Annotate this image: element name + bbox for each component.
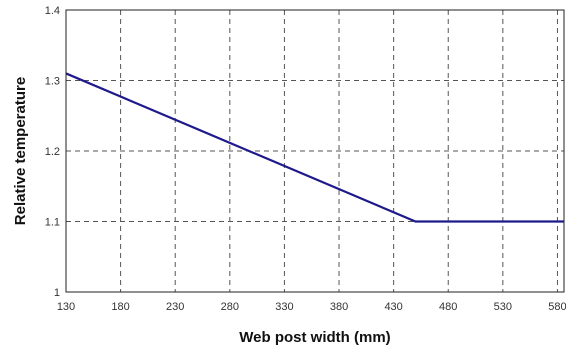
x-tick-label: 330	[275, 301, 293, 313]
plot-frame	[65, 9, 565, 293]
x-tick-label: 580	[548, 301, 566, 313]
x-axis-title: Web post width (mm)	[239, 329, 390, 346]
x-tick-label: 530	[494, 301, 512, 313]
y-tick-label: 1	[54, 287, 60, 299]
series-line	[65, 72, 564, 223]
grid	[66, 10, 564, 292]
x-tick-labels: 130 180 230 280 330 380 430 480 530 580	[57, 301, 566, 313]
x-tick-label: 280	[221, 301, 239, 313]
x-tick-label: 230	[166, 301, 184, 313]
x-tick-label: 480	[439, 301, 457, 313]
series-layer	[65, 72, 564, 223]
y-tick-label: 1.3	[45, 76, 60, 88]
x-tick-label: 180	[111, 301, 129, 313]
x-tick-label: 430	[384, 301, 402, 313]
y-tick-labels: 1 1.1 1.2 1.3 1.4	[45, 5, 60, 299]
y-axis-title: Relative temperature	[12, 77, 29, 225]
y-tick-label: 1.4	[45, 5, 60, 17]
x-tick-label: 380	[330, 301, 348, 313]
y-tick-label: 1.2	[45, 146, 60, 158]
y-tick-label: 1.1	[45, 217, 60, 229]
x-tick-label: 130	[57, 301, 75, 313]
